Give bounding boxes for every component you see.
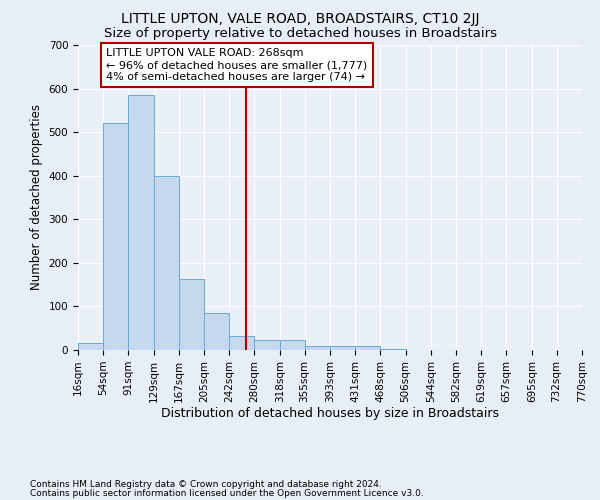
Bar [78,344,103,350]
Text: LITTLE UPTON, VALE ROAD, BROADSTAIRS, CT10 2JJ: LITTLE UPTON, VALE ROAD, BROADSTAIRS, CT… [121,12,479,26]
X-axis label: Distribution of detached houses by size in Broadstairs: Distribution of detached houses by size … [161,408,499,420]
Bar [355,346,380,350]
Text: LITTLE UPTON VALE ROAD: 268sqm
← 96% of detached houses are smaller (1,777)
4% o: LITTLE UPTON VALE ROAD: 268sqm ← 96% of … [106,48,367,82]
Text: Size of property relative to detached houses in Broadstairs: Size of property relative to detached ho… [104,28,497,40]
Bar [103,124,128,350]
Bar [229,336,254,350]
Bar [154,176,179,350]
Bar [380,348,406,350]
Y-axis label: Number of detached properties: Number of detached properties [30,104,43,290]
Text: Contains HM Land Registry data © Crown copyright and database right 2024.: Contains HM Land Registry data © Crown c… [30,480,382,489]
Bar [128,95,154,350]
Bar [179,279,205,350]
Bar [305,346,330,350]
Text: Contains public sector information licensed under the Open Government Licence v3: Contains public sector information licen… [30,489,424,498]
Bar [280,340,305,350]
Bar [330,346,355,350]
Bar [254,340,280,350]
Bar [205,313,229,350]
